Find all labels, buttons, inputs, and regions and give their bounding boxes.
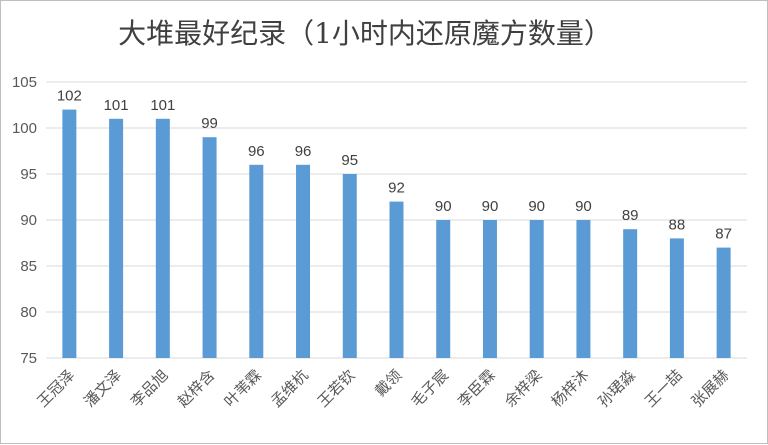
x-tick-label: 李品旭	[127, 366, 172, 411]
bar	[342, 174, 357, 358]
data-label: 90	[435, 198, 452, 215]
bar	[389, 201, 404, 358]
data-label: 99	[201, 115, 218, 132]
x-tick-label: 毛子宸	[408, 366, 453, 411]
x-tick-label: 张展赫	[688, 366, 733, 411]
bar	[576, 220, 591, 358]
data-label: 96	[295, 143, 312, 160]
x-tick-label: 潘文泽	[80, 366, 125, 411]
data-label: 90	[575, 198, 592, 215]
y-tick-label: 105	[12, 74, 37, 91]
data-label: 89	[622, 207, 639, 224]
bars	[62, 109, 731, 358]
data-label: 95	[341, 152, 358, 169]
bar	[249, 164, 264, 358]
x-axis-labels: 王冠泽 潘文泽 李品旭 赵梓含 叶苇霖 孟维杭 王若钦 戴领 毛子宸 李臣霖 余梓梁 杨梓沐 孙珺淼 王一…	[34, 366, 733, 411]
x-tick-label: 孟维杭	[267, 366, 312, 411]
bar	[62, 109, 77, 358]
x-tick-label: 杨梓沐	[548, 366, 593, 411]
x-tick-label: 戴领	[371, 366, 405, 400]
bar	[155, 118, 170, 358]
y-tick-label: 80	[20, 304, 37, 321]
x-tick-label: 赵梓含	[174, 366, 219, 411]
bar	[109, 118, 124, 358]
x-tick-label: 余梓梁	[501, 366, 546, 411]
data-label: 92	[388, 180, 405, 197]
x-tick-label: 孙珺淼	[594, 366, 639, 411]
bar	[529, 220, 544, 358]
y-tick-label: 90	[20, 212, 37, 229]
bar	[716, 247, 731, 358]
data-label: 90	[528, 198, 545, 215]
y-tick-label: 95	[20, 166, 37, 183]
y-tick-label: 75	[20, 350, 37, 367]
bar	[669, 238, 684, 358]
y-tick-label: 100	[12, 120, 37, 137]
x-tick-label: 李臣霖	[454, 366, 499, 411]
y-axis-ticks: 75 80 85 90 95 100 105	[12, 74, 37, 367]
bar	[202, 137, 217, 358]
x-tick-label: 王若钦	[314, 366, 359, 411]
bar	[436, 220, 451, 358]
data-label: 101	[150, 97, 175, 114]
x-tick-label: 王一喆	[641, 366, 686, 411]
data-label: 87	[715, 226, 732, 243]
bar	[296, 164, 311, 358]
x-tick-label: 叶苇霖	[221, 366, 266, 411]
data-label: 96	[248, 143, 265, 160]
data-labels: 102 101 101 99 96 96 95 92 90 90 90 90 89 88 87	[57, 88, 732, 243]
data-label: 90	[482, 198, 499, 215]
data-label: 101	[104, 97, 129, 114]
bar	[623, 229, 638, 358]
data-label: 102	[57, 88, 82, 105]
y-tick-label: 85	[20, 258, 37, 275]
chart-title: 大堆最好纪录（1小时内还原魔方数量）	[118, 17, 612, 50]
bar	[482, 220, 497, 358]
x-tick-label: 王冠泽	[34, 366, 79, 411]
data-label: 88	[669, 216, 686, 233]
